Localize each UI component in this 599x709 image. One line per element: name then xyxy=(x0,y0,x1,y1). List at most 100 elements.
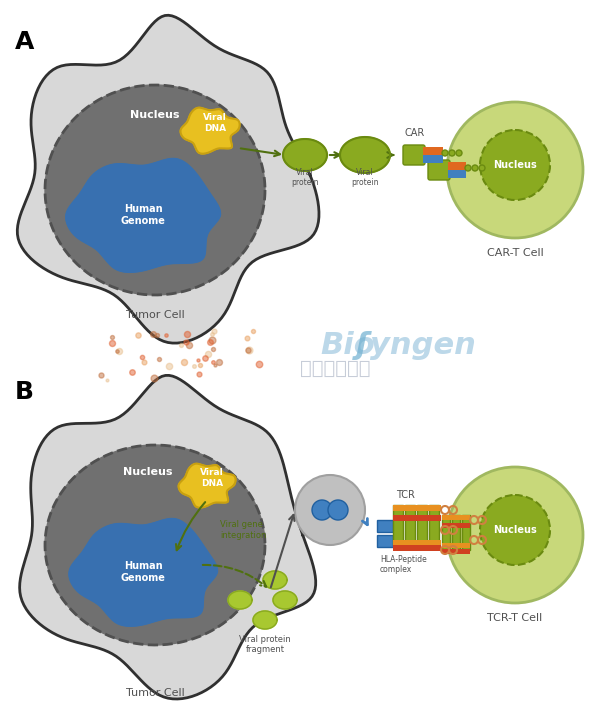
Point xyxy=(184,339,193,350)
Text: Viral
protein: Viral protein xyxy=(351,168,379,187)
Polygon shape xyxy=(273,591,297,609)
Bar xyxy=(448,170,466,178)
Text: CAR: CAR xyxy=(405,128,425,138)
Text: Tumor Cell: Tumor Cell xyxy=(126,310,184,320)
Circle shape xyxy=(456,150,462,156)
Text: HLA-Peptide
complex: HLA-Peptide complex xyxy=(380,555,426,574)
Point xyxy=(155,354,164,365)
Polygon shape xyxy=(179,464,235,508)
Point xyxy=(205,337,215,348)
Polygon shape xyxy=(20,375,316,699)
Point xyxy=(242,332,252,343)
Point xyxy=(96,369,106,381)
Point xyxy=(207,334,217,345)
Circle shape xyxy=(312,500,332,520)
Polygon shape xyxy=(228,591,252,609)
Circle shape xyxy=(480,130,550,200)
Point xyxy=(149,372,159,383)
Point xyxy=(208,328,217,340)
Text: TCR: TCR xyxy=(395,490,415,500)
Polygon shape xyxy=(283,139,327,171)
Polygon shape xyxy=(253,611,277,629)
Text: Nucleus: Nucleus xyxy=(130,110,180,120)
Point xyxy=(179,357,189,368)
Bar xyxy=(442,523,470,528)
Circle shape xyxy=(295,475,365,545)
Bar xyxy=(442,543,470,548)
Circle shape xyxy=(465,165,471,171)
Bar xyxy=(423,147,443,155)
Point xyxy=(203,349,213,360)
Text: Nucleus: Nucleus xyxy=(493,525,537,535)
FancyBboxPatch shape xyxy=(428,160,450,180)
Point xyxy=(152,330,162,341)
Circle shape xyxy=(479,165,485,171)
Text: A: A xyxy=(15,30,34,54)
Text: TCR-T Cell: TCR-T Cell xyxy=(488,613,543,623)
Point xyxy=(209,325,219,337)
Point xyxy=(193,354,203,365)
Polygon shape xyxy=(180,108,240,154)
Circle shape xyxy=(480,495,550,565)
Bar xyxy=(442,515,470,520)
Circle shape xyxy=(442,150,448,156)
Text: ʃ: ʃ xyxy=(356,330,368,359)
Text: Viral protein
fragment: Viral protein fragment xyxy=(239,635,291,654)
Point xyxy=(137,352,147,363)
Point xyxy=(249,325,258,337)
Point xyxy=(107,331,116,342)
Point xyxy=(112,345,122,357)
Polygon shape xyxy=(45,85,265,295)
Point xyxy=(208,343,217,354)
Point xyxy=(128,367,137,378)
Circle shape xyxy=(472,165,478,171)
Text: Bio: Bio xyxy=(320,330,375,359)
Text: Nucleus: Nucleus xyxy=(493,160,537,170)
Point xyxy=(181,329,191,340)
Text: yngen: yngen xyxy=(370,330,476,359)
Circle shape xyxy=(449,150,455,156)
Text: Viral
protein: Viral protein xyxy=(291,168,319,187)
Text: B: B xyxy=(15,380,34,404)
Point xyxy=(243,345,253,356)
Point xyxy=(114,346,123,357)
Bar xyxy=(393,505,441,511)
Text: Viral gene
integration: Viral gene integration xyxy=(220,520,267,540)
Point xyxy=(189,360,199,372)
Bar xyxy=(442,549,470,554)
Text: Human
Genome: Human Genome xyxy=(120,204,165,225)
Bar xyxy=(405,505,415,545)
Text: Human
Genome: Human Genome xyxy=(120,562,165,583)
Bar xyxy=(448,162,466,170)
Text: Nucleus: Nucleus xyxy=(123,467,173,477)
Circle shape xyxy=(328,500,348,520)
Point xyxy=(161,329,171,340)
Point xyxy=(139,357,149,368)
Point xyxy=(107,337,117,349)
Bar xyxy=(417,505,427,545)
Point xyxy=(165,360,174,372)
Text: CAR-T Cell: CAR-T Cell xyxy=(486,248,543,258)
Polygon shape xyxy=(17,16,319,343)
Bar xyxy=(393,505,403,545)
Text: Viral
DNA: Viral DNA xyxy=(200,469,224,488)
Polygon shape xyxy=(263,571,287,589)
Point xyxy=(255,359,264,370)
Text: 百吉生物医药: 百吉生物医药 xyxy=(300,359,371,377)
Text: Tumor Cell: Tumor Cell xyxy=(126,688,184,698)
Bar xyxy=(429,505,439,545)
Point xyxy=(199,352,209,363)
Bar xyxy=(393,545,441,551)
Polygon shape xyxy=(69,519,217,626)
Point xyxy=(102,374,112,385)
Point xyxy=(210,359,219,371)
Point xyxy=(214,357,224,368)
Point xyxy=(149,328,158,340)
Text: Viral
DNA: Viral DNA xyxy=(203,113,227,133)
Bar xyxy=(462,515,470,550)
Polygon shape xyxy=(66,159,220,272)
Circle shape xyxy=(447,102,583,238)
Bar xyxy=(377,535,393,547)
Bar xyxy=(393,540,441,546)
Bar xyxy=(452,515,460,550)
